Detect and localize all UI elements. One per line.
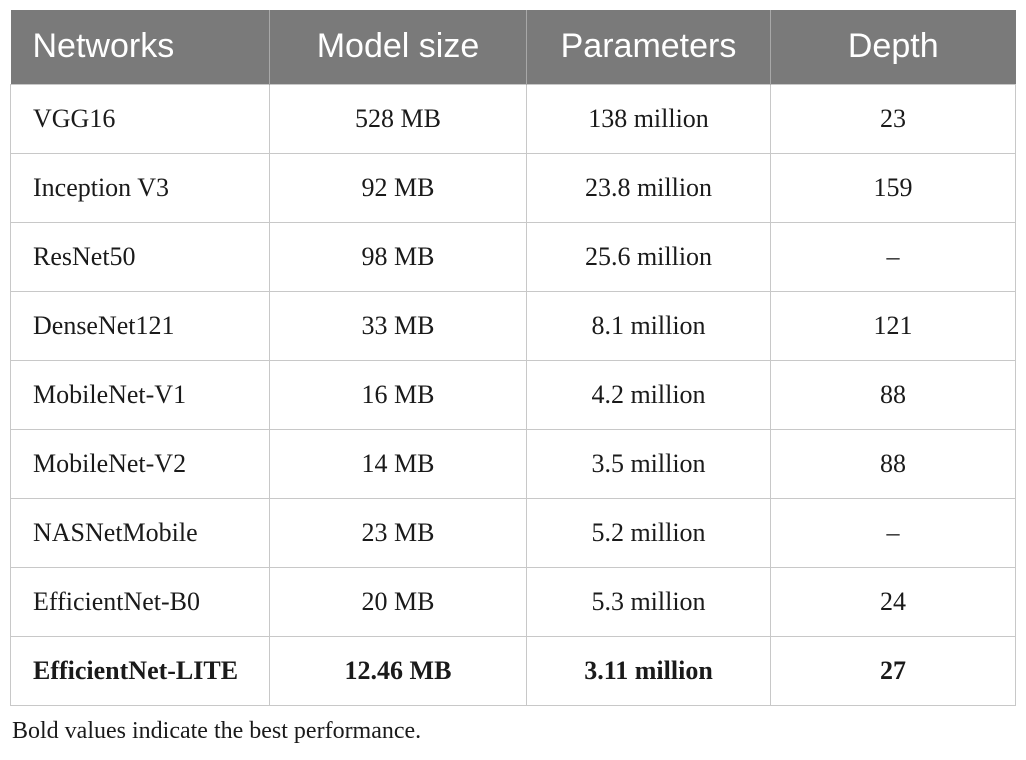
cell-model-size: 528 MB [269,83,527,154]
table-row: MobileNet-V1 16 MB 4.2 million 88 [10,359,1016,430]
cell-network: NASNetMobile [10,497,270,568]
table-row: EfficientNet-LITE 12.46 MB 3.11 million 27 [10,635,1016,706]
cell-depth: 88 [770,428,1016,499]
cell-parameters: 138 million [526,83,771,154]
table-row: EfficientNet-B0 20 MB 5.3 million 24 [10,566,1016,637]
table-row: NASNetMobile 23 MB 5.2 million – [10,497,1016,568]
table-row: VGG16 528 MB 138 million 23 [10,83,1016,154]
cell-model-size: 14 MB [269,428,527,499]
header-parameters: Parameters [526,10,771,84]
cell-depth: 24 [770,566,1016,637]
cell-model-size: 12.46 MB [269,635,527,706]
header-depth: Depth [770,10,1016,84]
table-row: DenseNet121 33 MB 8.1 million 121 [10,290,1016,361]
table-footnote: Bold values indicate the best performanc… [12,718,422,744]
cell-parameters: 5.2 million [526,497,771,568]
cell-parameters: 4.2 million [526,359,771,430]
cell-parameters: 8.1 million [526,290,771,361]
cell-parameters: 3.5 million [526,428,771,499]
cell-network: ResNet50 [10,221,270,292]
cell-model-size: 20 MB [269,566,527,637]
cell-depth: 159 [770,152,1016,223]
header-networks: Networks [10,10,270,84]
cell-network: EfficientNet-LITE [10,635,270,706]
cell-parameters: 23.8 million [526,152,771,223]
cell-network: MobileNet-V1 [10,359,270,430]
cell-depth: 121 [770,290,1016,361]
table-header: Networks Model size Parameters Depth [10,10,1016,84]
header-model-size: Model size [269,10,527,84]
cell-model-size: 16 MB [269,359,527,430]
cell-network: EfficientNet-B0 [10,566,270,637]
cell-model-size: 33 MB [269,290,527,361]
cell-network: DenseNet121 [10,290,270,361]
cell-parameters: 5.3 million [526,566,771,637]
cell-depth: – [770,221,1016,292]
cell-parameters: 25.6 million [526,221,771,292]
cell-depth: 23 [770,83,1016,154]
cell-network: MobileNet-V2 [10,428,270,499]
cell-depth: 88 [770,359,1016,430]
cell-parameters: 3.11 million [526,635,771,706]
comparison-table: Networks Model size Parameters Depth VGG… [10,10,1016,706]
cell-model-size: 98 MB [269,221,527,292]
cell-model-size: 92 MB [269,152,527,223]
table-row: Inception V3 92 MB 23.8 million 159 [10,152,1016,223]
cell-model-size: 23 MB [269,497,527,568]
cell-depth: 27 [770,635,1016,706]
table-row: MobileNet-V2 14 MB 3.5 million 88 [10,428,1016,499]
cell-network: VGG16 [10,83,270,154]
cell-depth: – [770,497,1016,568]
cell-network: Inception V3 [10,152,270,223]
table-body: VGG16 528 MB 138 million 23 Inception V3 92 M… [10,83,1016,706]
header-row: Networks Model size Parameters Depth [10,10,1016,84]
table-row: ResNet50 98 MB 25.6 million – [10,221,1016,292]
